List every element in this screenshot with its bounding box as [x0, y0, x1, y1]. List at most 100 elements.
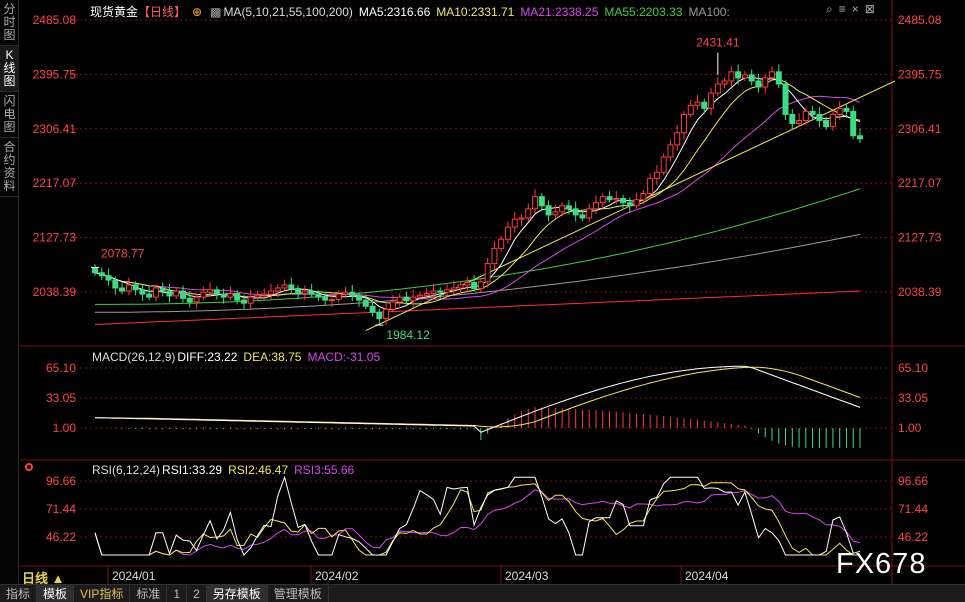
candle-body	[200, 291, 207, 298]
candle-body	[640, 193, 647, 201]
date-label-1: 2024/02	[315, 569, 359, 583]
ma21-value: MA21:2338.25	[520, 5, 599, 19]
candle-body	[735, 71, 742, 79]
candle-body	[477, 281, 484, 290]
candle-body	[775, 71, 782, 85]
ma100-value: MA100:	[688, 5, 730, 19]
candle-body	[240, 299, 247, 304]
price-tick-label-right: 2306.41	[898, 122, 942, 136]
bottom-tab-0[interactable]: 指标	[0, 584, 38, 602]
close-icon[interactable]: ×	[851, 2, 865, 16]
candle-body	[423, 292, 430, 296]
candle-body	[741, 74, 748, 79]
bottom-tab-4[interactable]: 1	[167, 584, 188, 602]
kline-chart[interactable]: 2485.08 2485.08 2395.75 2395.75 2306.41 2306.…	[20, 0, 965, 584]
candle-body	[816, 113, 823, 122]
maximize-icon[interactable]: ⊠	[864, 2, 881, 16]
ma200-line	[94, 290, 861, 325]
settings-icon[interactable]: ⊕	[192, 5, 203, 19]
macd-tick-label-left: 65.10	[46, 361, 76, 375]
candle-body	[728, 71, 735, 82]
left-tab-3[interactable]: 合约资料	[0, 138, 19, 197]
rsi-legend: RSI(6,12,24) RSI1:33.29 RSI2:46.47 RSI3:55.…	[92, 463, 360, 477]
date-label-2: 2024/03	[505, 569, 549, 583]
candle-body	[532, 196, 539, 210]
bottom-tab-2[interactable]: VIP指标	[74, 584, 131, 602]
bottom-tab-5[interactable]: 2	[187, 584, 207, 602]
candle-body	[288, 284, 295, 290]
rsi-marker-icon[interactable]	[25, 463, 33, 471]
ma-params: MA(5,10,21,55,100,200)	[223, 5, 353, 19]
candle-body	[599, 196, 606, 204]
candle-body	[572, 208, 579, 216]
candle-body	[586, 208, 593, 219]
candle-body	[504, 226, 511, 240]
chart-area[interactable]: 2485.08 2485.08 2395.75 2395.75 2306.41 2306.…	[20, 0, 965, 584]
rsi2-line	[94, 482, 860, 556]
price-tick-label-right: 2038.39	[898, 285, 942, 299]
candle-body	[261, 293, 268, 296]
candle-body	[213, 289, 220, 295]
period-selector[interactable]: 日线 ▲	[22, 571, 65, 586]
price-tick-label-left: 2038.39	[33, 285, 77, 299]
candle-body	[836, 107, 843, 115]
candle-body	[606, 196, 613, 201]
left-tab-0[interactable]: 分时图	[0, 0, 19, 46]
macd-tick-label-right: 1.00	[898, 421, 922, 435]
bottom-tab-7[interactable]: 管理模板	[268, 584, 329, 602]
candle-body	[369, 305, 376, 313]
candle-body	[464, 281, 471, 286]
candle-body	[762, 77, 769, 88]
candle-body	[362, 299, 369, 307]
macd-tick-label-right: 33.05	[898, 391, 928, 405]
candle-body	[105, 275, 112, 281]
left-tab-2[interactable]: 闪电图	[0, 92, 19, 138]
candle-body	[633, 199, 640, 207]
diff-line	[94, 365, 861, 433]
candle-body	[125, 284, 132, 292]
fx678-watermark: FX678	[836, 548, 927, 580]
collapse-icon[interactable]: ≡	[838, 2, 852, 16]
candle-body	[796, 120, 803, 125]
bottom-tab-3[interactable]: 标准	[130, 584, 168, 602]
candle-body	[247, 296, 254, 304]
candle-body	[335, 293, 342, 301]
candle-body	[112, 279, 119, 289]
candle-body	[782, 83, 789, 115]
ma21-line	[94, 95, 861, 300]
candle-body	[227, 292, 234, 298]
candle-body	[674, 132, 681, 146]
candle-body	[823, 120, 830, 128]
candle-body	[308, 290, 315, 295]
candle-body	[748, 74, 755, 82]
candle-body	[119, 287, 126, 292]
search-icon[interactable]: ⌕	[826, 2, 839, 16]
bottom-tab-6[interactable]: 另存模板	[206, 584, 268, 602]
candle-body	[450, 287, 457, 291]
candle-body	[843, 107, 850, 112]
candle-body	[322, 296, 329, 301]
candle-body	[152, 287, 159, 298]
candle-body	[356, 295, 363, 301]
low-annotation: 1984.12	[386, 328, 430, 342]
expand-icon[interactable]: ▩	[210, 5, 222, 19]
ma10-value: MA10:2331.71	[436, 5, 515, 19]
candle-body	[660, 156, 667, 173]
candle-body	[159, 287, 166, 292]
candle-body	[254, 294, 261, 298]
candle-body	[180, 290, 187, 299]
ma10-line	[94, 78, 861, 305]
candle-body	[511, 218, 518, 228]
candle-body	[416, 294, 423, 298]
high-annotation: 2431.41	[696, 36, 740, 50]
rsi3-value: RSI3:55.66	[294, 463, 355, 477]
candle-body	[552, 211, 559, 216]
ma55-line	[95, 188, 861, 305]
candle-body	[301, 290, 308, 294]
candle-body	[274, 287, 281, 292]
bottom-tab-1[interactable]: 模板	[37, 584, 75, 602]
candle-body	[829, 113, 836, 128]
candle-body	[220, 293, 227, 298]
